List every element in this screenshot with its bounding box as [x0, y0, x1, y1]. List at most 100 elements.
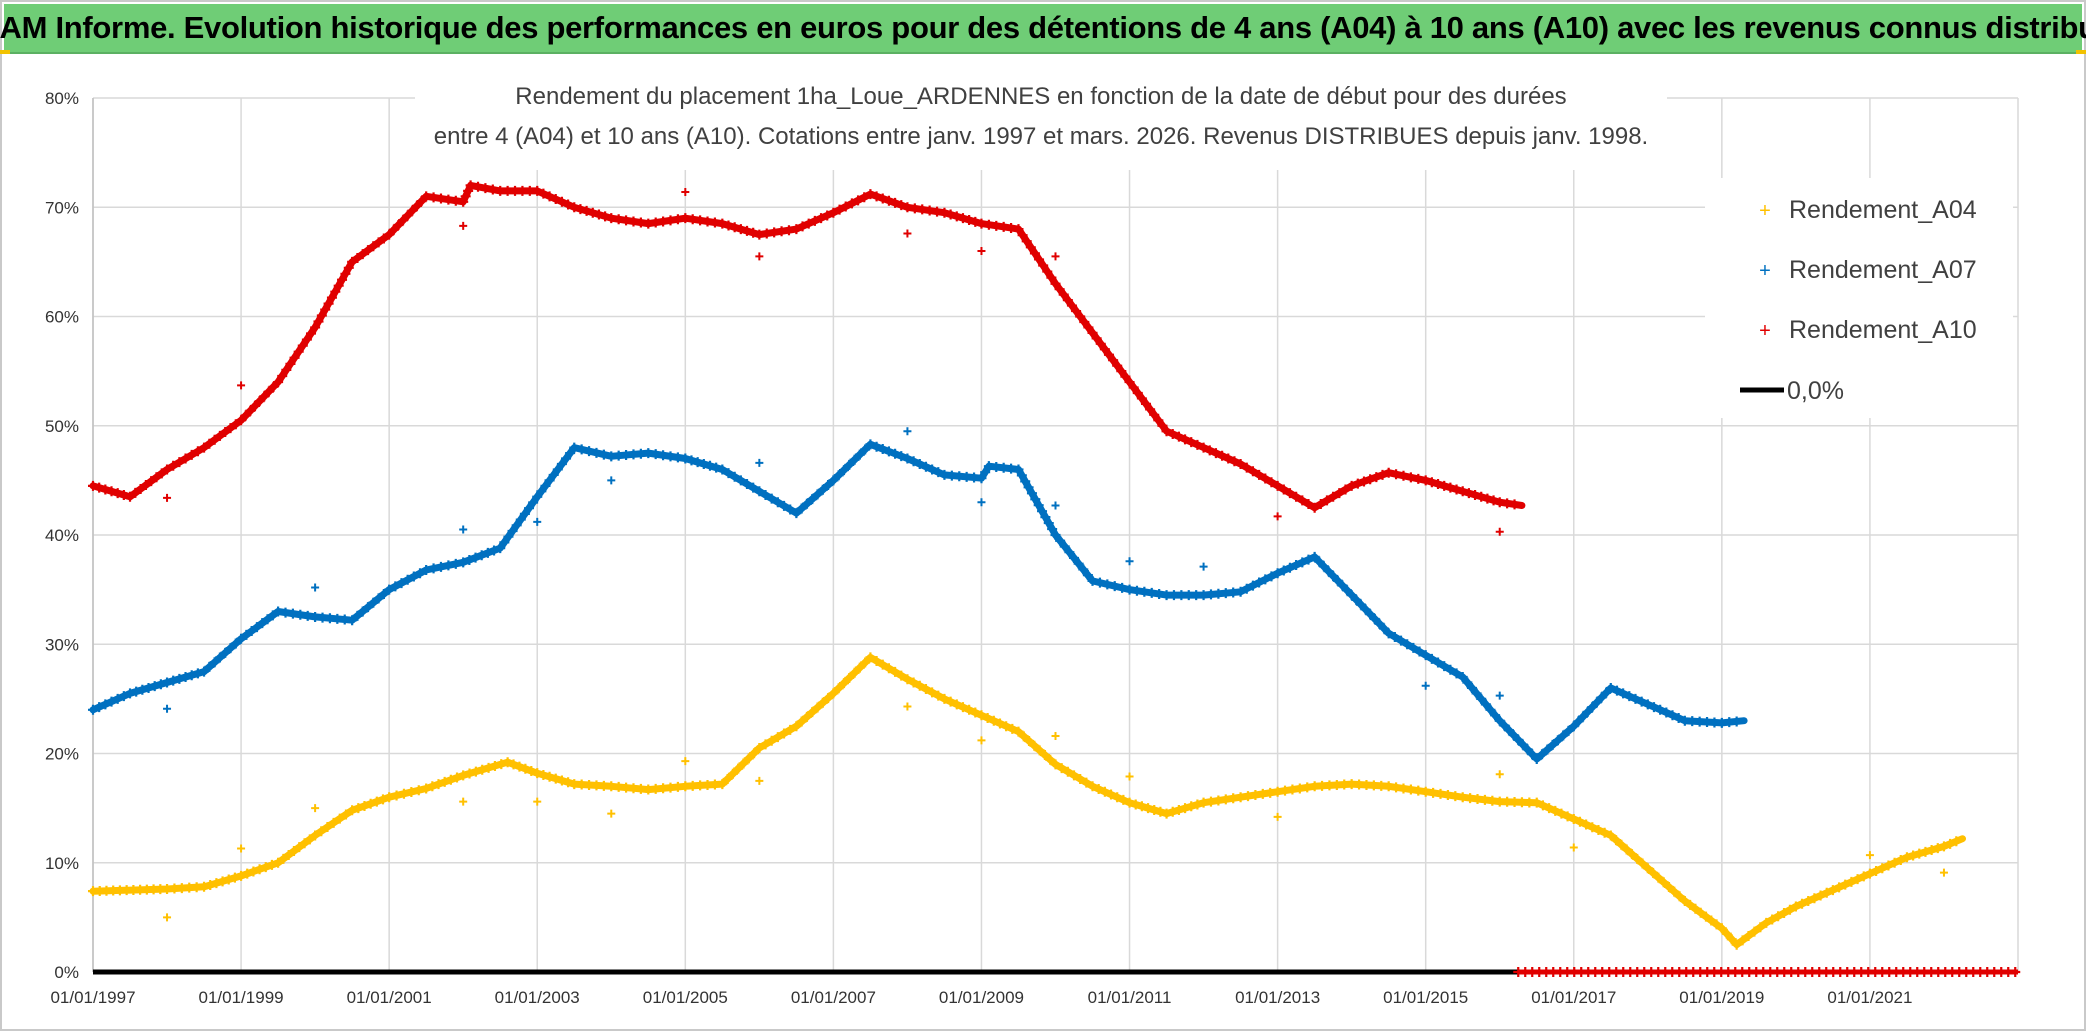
marker-a07: [1451, 668, 1462, 679]
outlier-a04: [607, 809, 616, 818]
marker-a07: [357, 606, 368, 617]
marker-a10: [1321, 495, 1332, 506]
marker-a04: [823, 693, 834, 704]
marker-a04: [1674, 891, 1685, 902]
marker-a10: [180, 453, 191, 464]
marker-a04: [1616, 839, 1627, 850]
marker-a10: [378, 233, 389, 244]
marker-a07: [1596, 692, 1607, 703]
chart-title-line2: entre 4 (A04) et 10 ans (A10). Cotations…: [434, 123, 1648, 150]
marker-a07: [591, 447, 602, 458]
legend-marker-a10: +: [1759, 320, 1771, 342]
marker-a04: [347, 805, 358, 816]
marker-a07: [933, 467, 944, 478]
marker-a07: [772, 497, 783, 508]
marker-a07: [1503, 725, 1514, 736]
marker-a04: [1658, 877, 1669, 888]
marker-a10: [398, 215, 409, 226]
marker-a07: [524, 503, 535, 514]
marker-a04: [838, 678, 849, 689]
marker-a07: [1069, 552, 1080, 563]
marker-a04: [727, 768, 738, 779]
marker-a10: [1488, 495, 1499, 506]
series-a10: [88, 180, 1526, 536]
marker-a07: [686, 455, 697, 466]
marker-a10: [1079, 316, 1090, 327]
marker-a04: [801, 711, 812, 722]
marker-a07: [88, 704, 98, 715]
marker-a07: [1568, 721, 1579, 732]
marker-a10: [407, 205, 418, 216]
marker-a10: [1075, 311, 1086, 322]
marker-a04: [223, 874, 234, 885]
marker-a04: [1587, 822, 1598, 833]
marker-a10: [846, 198, 857, 209]
marker-a07: [112, 693, 123, 704]
marker-a07: [569, 442, 580, 453]
marker-a10: [1241, 462, 1252, 473]
marker-a04: [322, 822, 333, 833]
marker-a04: [1706, 915, 1717, 926]
marker-a07: [1109, 581, 1120, 592]
series-a04: [88, 652, 1966, 950]
marker-a04: [413, 785, 424, 796]
marker-a07: [1624, 691, 1635, 702]
marker-a07: [1462, 677, 1473, 688]
marker-a10: [458, 196, 469, 207]
outlier-a04: [977, 736, 986, 745]
marker-a04: [1726, 934, 1737, 945]
corner-mark-left: [0, 50, 10, 54]
marker-a07: [1630, 693, 1641, 704]
marker-a10: [951, 211, 962, 222]
marker-a10: [532, 185, 543, 196]
marker-a04: [470, 766, 481, 777]
y-tick-label: 30%: [45, 635, 79, 654]
marker-a04: [1834, 882, 1845, 893]
x-tick-label: 01/01/2003: [495, 988, 580, 1007]
marker-a07: [1433, 657, 1444, 668]
marker-a10: [1140, 398, 1151, 409]
marker-a10: [1405, 472, 1416, 483]
marker-a07: [598, 449, 609, 460]
marker-a04: [371, 796, 382, 807]
marker-a04: [1056, 763, 1067, 774]
outlier-a07: [977, 498, 986, 507]
marker-a10: [199, 442, 210, 453]
marker-a10: [890, 197, 901, 208]
marker-a10: [289, 352, 300, 363]
marker-a07: [131, 686, 142, 697]
y-tick-label: 20%: [45, 745, 79, 764]
marker-a10: [140, 480, 151, 491]
marker-a04: [844, 672, 855, 683]
marker-a07: [1457, 672, 1468, 683]
marker-a10: [156, 468, 167, 479]
outlier-a07: [1125, 557, 1134, 566]
marker-a07: [791, 508, 802, 519]
marker-a04: [927, 687, 938, 698]
marker-a07: [576, 444, 587, 455]
marker-a10: [791, 224, 802, 235]
marker-a10: [742, 225, 753, 236]
marker-a10: [1358, 476, 1369, 487]
marker-a04: [458, 770, 469, 781]
marker-a07: [1355, 599, 1366, 610]
outlier-a10: [1051, 252, 1060, 261]
marker-a10: [1157, 420, 1168, 431]
marker-a04: [1180, 803, 1191, 814]
marker-a07: [363, 602, 373, 613]
marker-a04: [1155, 806, 1166, 817]
marker-a10: [1340, 484, 1351, 495]
marker-a10: [146, 476, 157, 487]
marker-a10: [343, 262, 354, 273]
outlier-a10: [1273, 512, 1282, 521]
outlier-a04: [533, 797, 542, 806]
marker-a04: [1690, 903, 1701, 914]
marker-a07: [812, 489, 823, 500]
marker-a07: [1389, 631, 1400, 642]
marker-a10: [822, 210, 833, 221]
marker-a10: [1457, 486, 1468, 497]
marker-a10: [1034, 254, 1045, 265]
marker-a04: [260, 862, 271, 873]
marker-a04: [1858, 871, 1869, 882]
grid: [92, 97, 2019, 973]
